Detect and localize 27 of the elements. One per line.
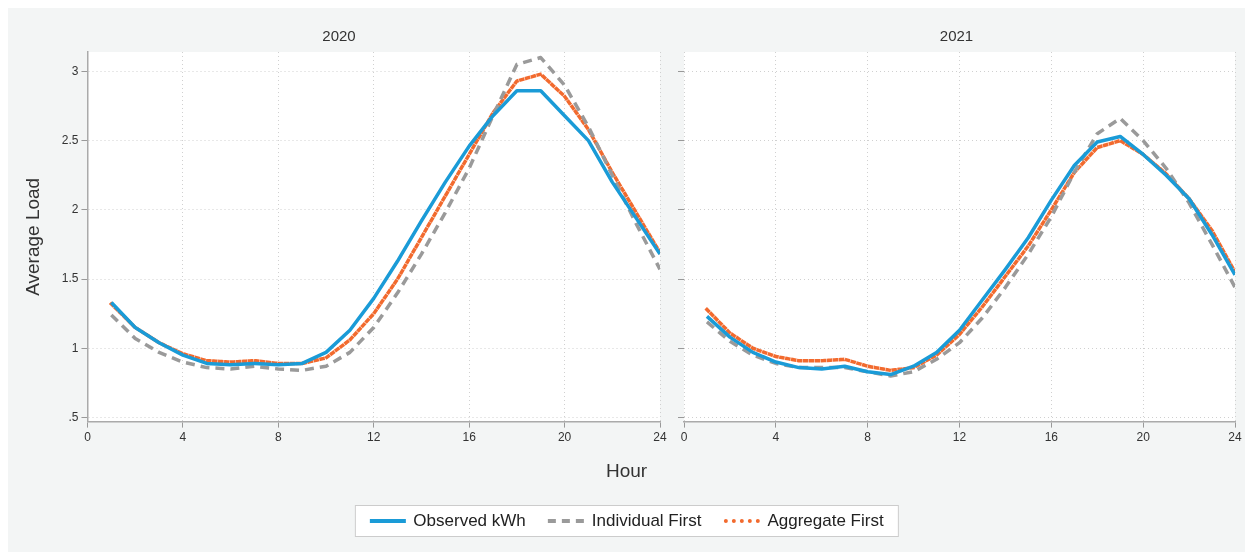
x-tick-label: 12 [952,430,967,445]
y-tick-label: 1 [71,340,79,355]
x-tick-label: 24 [1228,430,1242,445]
chart-title: 2020 [322,27,356,45]
legend-label: Aggregate First [767,511,884,531]
x-tick-label: 20 [1136,430,1151,445]
x-tick-label: 20 [557,430,572,445]
x-tick-label: 8 [274,430,282,445]
legend-label: Individual First [591,511,702,531]
x-tick-label: 4 [772,430,780,445]
legend-label: Observed kWh [413,511,526,531]
x-tick-label: 12 [367,430,381,445]
y-tick-label: 3 [71,63,79,78]
chart-title: 2021 [939,27,974,45]
x-tick-label: 0 [84,430,92,445]
x-axis-title: Hour [604,460,649,482]
x-tick-label: 16 [1044,430,1059,445]
x-tick-label: 24 [653,430,667,445]
x-tick-label: 16 [462,430,477,445]
x-tick-label: 8 [864,430,872,445]
y-axis-title: Average Load [21,177,43,296]
y-tick-label: 2.5 [61,132,79,147]
y-tick-label: 2 [71,202,79,217]
y-tick-label: 1.5 [61,271,79,286]
y-tick-label: .5 [68,409,79,424]
x-tick-label: 0 [680,430,688,445]
x-tick-label: 4 [179,430,187,445]
